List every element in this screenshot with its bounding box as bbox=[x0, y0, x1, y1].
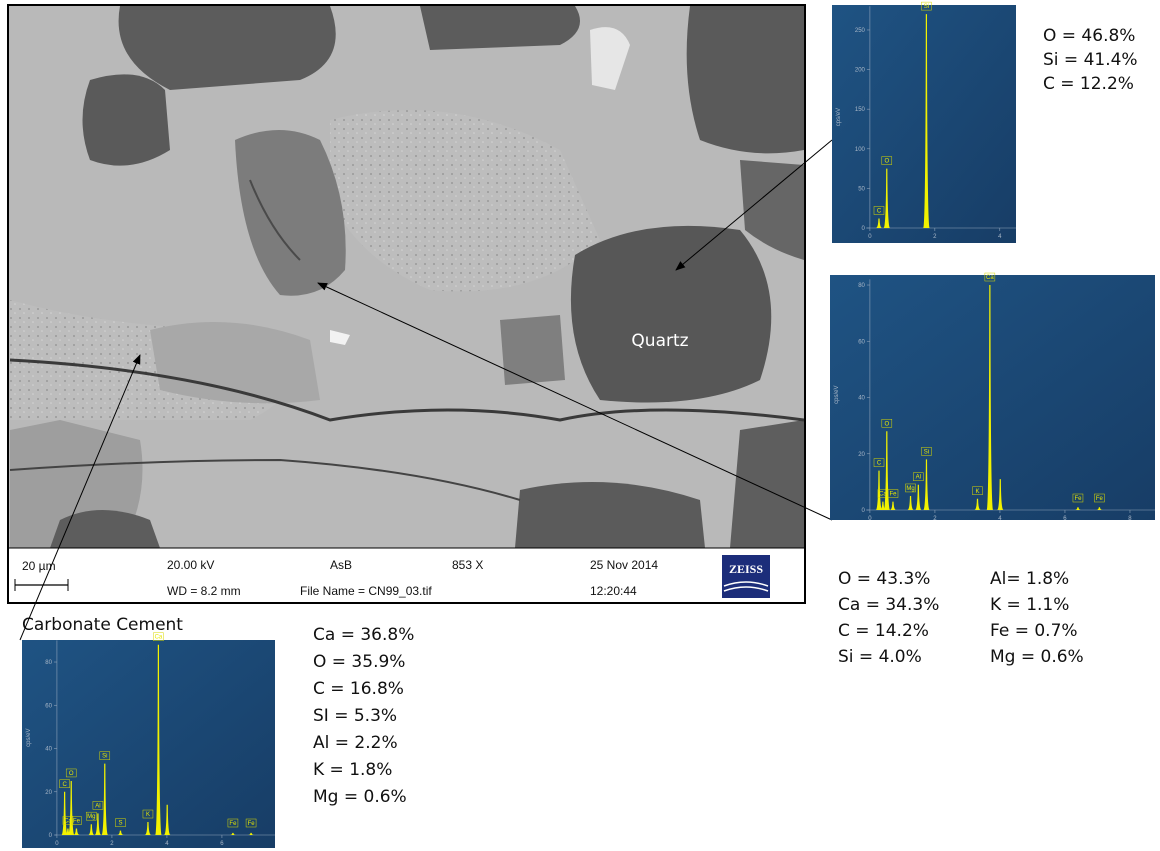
composition-line: C = 16.8% bbox=[313, 679, 404, 699]
time: 12:20:44 bbox=[590, 584, 637, 598]
peak-label: O bbox=[69, 771, 74, 777]
peak-label: Si bbox=[924, 449, 929, 455]
peak-label: Fe bbox=[73, 819, 81, 825]
composition-line: Ca = 34.3% bbox=[838, 595, 939, 615]
composition-line: Al= 1.8% bbox=[990, 569, 1069, 589]
y-tick-label: 50 bbox=[858, 186, 865, 192]
composition-line: K = 1.8% bbox=[313, 760, 392, 780]
y-tick-label: 200 bbox=[855, 68, 866, 74]
composition-line: O = 43.3% bbox=[838, 569, 930, 589]
magnification: 853 X bbox=[452, 558, 483, 572]
y-tick-label: 20 bbox=[45, 790, 52, 796]
composition-line: C = 14.2% bbox=[838, 621, 929, 641]
y-tick-label: 60 bbox=[858, 339, 865, 345]
peak-label: C bbox=[877, 461, 882, 467]
peak-label: Si bbox=[102, 754, 107, 760]
peak-label: Fe bbox=[229, 821, 237, 827]
composition-line: Mg = 0.6% bbox=[990, 647, 1084, 667]
peak-label: Fe bbox=[889, 492, 897, 498]
scale-bar-label: 20 µm bbox=[22, 559, 56, 573]
detector: AsB bbox=[330, 558, 352, 572]
y-tick-label: 40 bbox=[45, 747, 52, 753]
peak-label: C bbox=[877, 208, 882, 214]
logo: ZEISS bbox=[729, 562, 763, 576]
spectrum-background bbox=[832, 5, 1016, 243]
y-tick-label: 60 bbox=[45, 703, 52, 709]
composition-line: SI = 5.3% bbox=[313, 706, 397, 726]
y-tick-label: 80 bbox=[45, 660, 52, 666]
peak-label: K bbox=[975, 489, 979, 495]
y-tick-label: 20 bbox=[858, 452, 865, 458]
peak-label: Al bbox=[95, 803, 100, 809]
composition-line: O = 35.9% bbox=[313, 652, 405, 672]
peak-label: O bbox=[884, 421, 889, 427]
grain-label: Quartz bbox=[631, 331, 688, 351]
peak-label: Fe bbox=[248, 821, 256, 827]
peak-label: S bbox=[118, 821, 122, 827]
composition-line: Al = 2.2% bbox=[313, 733, 398, 753]
composition-line: Mg = 0.6% bbox=[313, 787, 407, 807]
composition-line: Si = 41.4% bbox=[1043, 50, 1138, 70]
peak-label: Ca bbox=[155, 635, 163, 641]
composition-line: Fe = 0.7% bbox=[990, 621, 1078, 641]
cement-label: Carbonate Cement bbox=[22, 615, 183, 635]
eds-spectrum: cps/eV050100150200250024COSiO = 46.8%Si … bbox=[832, 2, 1138, 243]
peak-label: Al bbox=[916, 475, 921, 481]
y-tick-label: 100 bbox=[855, 147, 866, 153]
composition-line: Ca = 36.8% bbox=[313, 625, 414, 645]
y-tick-label: 250 bbox=[855, 28, 866, 34]
peak-label: Ca bbox=[986, 275, 994, 281]
peak-label: O bbox=[884, 159, 889, 165]
composition-line: C = 12.2% bbox=[1043, 74, 1134, 94]
composition-line: Si = 4.0% bbox=[838, 647, 922, 667]
y-tick-label: 40 bbox=[858, 396, 865, 402]
peak-label: Mg bbox=[906, 486, 914, 492]
y-tick-label: 150 bbox=[855, 107, 866, 113]
date: 25 Nov 2014 bbox=[590, 558, 658, 572]
sem-image bbox=[8, 5, 805, 603]
working-distance: WD = 8.2 mm bbox=[167, 584, 241, 598]
peak-label: Si bbox=[924, 4, 929, 10]
peak-label: K bbox=[146, 812, 150, 818]
peak-label: C bbox=[62, 782, 67, 788]
peak-label: Fe bbox=[1074, 496, 1082, 502]
composition-line: O = 46.8% bbox=[1043, 26, 1135, 46]
peak-label: Fe bbox=[1096, 496, 1104, 502]
composition-line: K = 1.1% bbox=[990, 595, 1069, 615]
y-axis-label: cps/eV bbox=[26, 729, 32, 747]
y-tick-label: 80 bbox=[858, 283, 865, 289]
figure: 20 µm 20.00 kV WD = 8.2 mm AsB 853 X Fil… bbox=[0, 0, 1160, 851]
file-name: File Name = CN99_03.tif bbox=[300, 584, 432, 598]
eds-spectrum: cps/eV0204060800246CCaOFeMgAlSiSKCaFeFeC… bbox=[22, 625, 414, 848]
y-axis-label: cps/eV bbox=[834, 386, 840, 404]
peak-label: Mg bbox=[87, 814, 95, 820]
voltage: 20.00 kV bbox=[167, 558, 214, 572]
y-axis-label: cps/eV bbox=[836, 108, 842, 126]
